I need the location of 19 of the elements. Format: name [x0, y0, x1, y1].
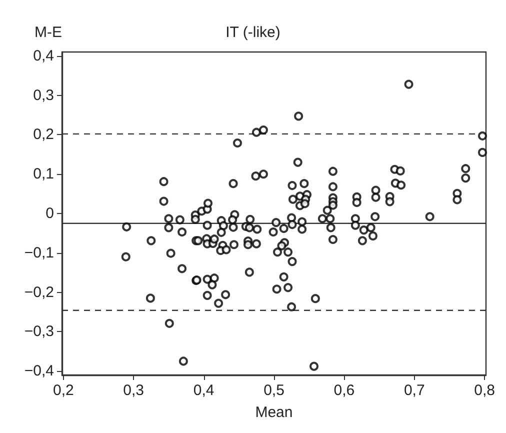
- y-axis-title: M-E: [34, 24, 62, 41]
- y-tick-label: 0,1: [33, 166, 54, 183]
- x-tick-label: 0,3: [123, 382, 144, 399]
- y-tick-label: 0,3: [33, 86, 54, 104]
- y-tick-label: −0,3: [24, 323, 54, 340]
- y-tick-label: 0,4: [33, 47, 54, 64]
- x-tick-label: 0,7: [404, 382, 425, 399]
- x-tick-label: 0,4: [193, 382, 214, 399]
- x-tick-label: 0,5: [264, 382, 284, 399]
- x-tick-label: 0,6: [334, 382, 355, 399]
- y-tick-label: −0,2: [24, 284, 54, 301]
- x-tick-label: 0,8: [474, 382, 496, 399]
- chart-title: IT (-like): [226, 24, 280, 41]
- x-tick-label: 0,2: [52, 382, 74, 399]
- y-tick-label: −0,4: [24, 362, 54, 380]
- y-tick-label: −0,1: [24, 244, 54, 262]
- x-axis-title: Mean: [255, 404, 293, 421]
- y-tick-label: 0,2: [33, 126, 54, 144]
- y-tick-label: 0: [46, 205, 54, 222]
